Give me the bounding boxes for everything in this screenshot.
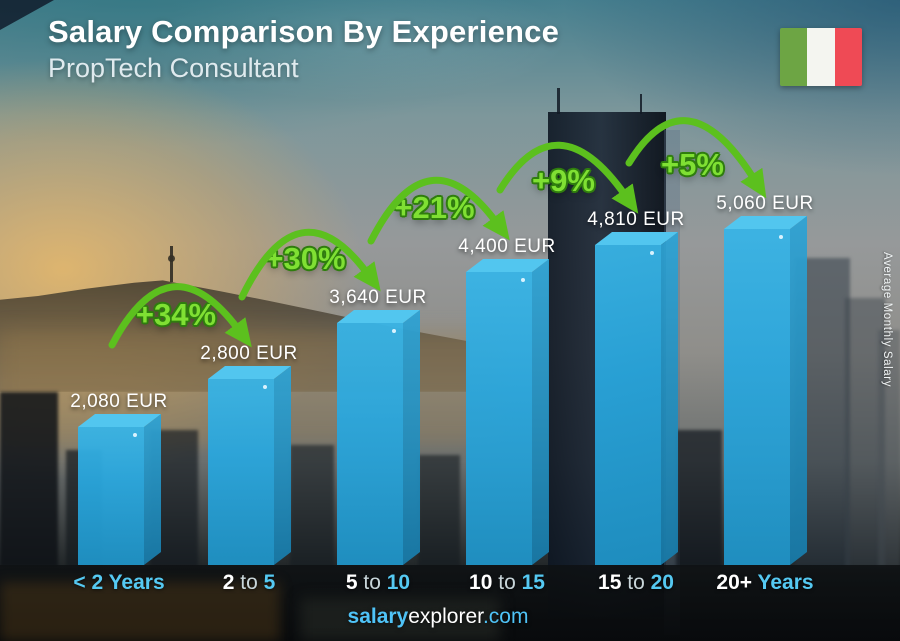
bar-side-face bbox=[790, 216, 807, 565]
bar-front-face bbox=[208, 379, 274, 565]
bar-side-face bbox=[403, 310, 420, 565]
bar-highlight-dot bbox=[521, 278, 525, 282]
x-axis-label: < 2 Years bbox=[73, 571, 165, 594]
bar-2 bbox=[208, 366, 291, 565]
bar-highlight-dot bbox=[779, 235, 783, 239]
footer-site-link[interactable]: salaryexplorer.com bbox=[0, 605, 888, 629]
x-axis-label: 2 to 5 bbox=[222, 571, 276, 594]
x-axis-label: 15 to 20 bbox=[598, 571, 674, 594]
bar-value-label: 4,810 EUR bbox=[587, 209, 685, 230]
bar-highlight-dot bbox=[650, 251, 654, 255]
x-axis-label: 5 to 10 bbox=[345, 571, 411, 594]
page-title: Salary Comparison By Experience bbox=[48, 14, 560, 49]
bar-5 bbox=[595, 232, 678, 565]
bar-front-face bbox=[78, 427, 144, 565]
footer-brand-salary: salary bbox=[347, 605, 409, 628]
bar-side-face bbox=[661, 232, 678, 565]
percent-change-label: +30% bbox=[265, 241, 346, 276]
bar-value-label: 4,400 EUR bbox=[458, 236, 556, 257]
bar-front-face bbox=[595, 245, 661, 565]
bar-front-face bbox=[466, 272, 532, 565]
bar-highlight-dot bbox=[392, 329, 396, 333]
percent-change-label: +5% bbox=[661, 147, 724, 182]
bar-top-face bbox=[466, 259, 549, 272]
bar-3 bbox=[337, 310, 420, 565]
bar-value-label: 2,800 EUR bbox=[200, 343, 298, 364]
y-axis-label: Average Monthly Salary bbox=[881, 252, 893, 388]
bar-front-face bbox=[337, 323, 403, 565]
page-subtitle: PropTech Consultant bbox=[48, 53, 299, 83]
bar-side-face bbox=[532, 259, 549, 565]
percent-change-label: +21% bbox=[394, 190, 475, 225]
x-axis-label: 10 to 15 bbox=[469, 571, 545, 594]
bar-front-face bbox=[724, 229, 790, 565]
bar-side-face bbox=[274, 366, 291, 565]
italy-flag-icon bbox=[780, 28, 862, 86]
flag-stripe-green bbox=[780, 28, 808, 86]
bar-top-face bbox=[78, 414, 161, 427]
footer-brand-explorer: explorer bbox=[408, 605, 483, 628]
header: Salary Comparison By Experience PropTech… bbox=[48, 12, 559, 85]
bar-side-face bbox=[144, 414, 161, 565]
bar-4 bbox=[466, 259, 549, 565]
flag-stripe-red bbox=[834, 28, 862, 86]
bar-value-label: 3,640 EUR bbox=[329, 287, 427, 308]
bar-top-face bbox=[724, 216, 807, 229]
bar-highlight-dot bbox=[133, 433, 137, 437]
flag-stripe-white bbox=[807, 28, 835, 86]
percent-change-label: +9% bbox=[532, 163, 595, 198]
footer-brand-domain: .com bbox=[482, 605, 529, 628]
bar-value-label: 2,080 EUR bbox=[70, 391, 168, 412]
x-axis-label: 20+ Years bbox=[716, 571, 814, 594]
bar-value-label: 5,060 EUR bbox=[716, 193, 814, 214]
percent-change-label: +34% bbox=[135, 297, 217, 332]
bar-1 bbox=[78, 414, 161, 565]
bar-6 bbox=[724, 216, 807, 565]
bar-highlight-dot bbox=[263, 385, 267, 389]
